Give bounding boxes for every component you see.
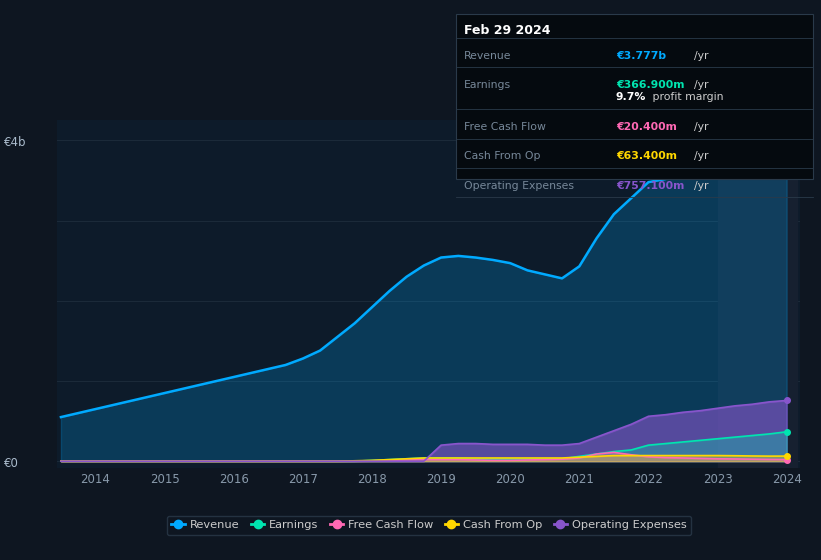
Text: /yr: /yr xyxy=(694,180,709,190)
Text: €366.900m: €366.900m xyxy=(616,80,684,90)
Text: €0: €0 xyxy=(4,456,19,470)
Text: €757.100m: €757.100m xyxy=(616,180,684,190)
Text: Revenue: Revenue xyxy=(464,51,511,60)
Text: /yr: /yr xyxy=(694,51,709,60)
Text: Earnings: Earnings xyxy=(464,80,511,90)
Text: €3.777b: €3.777b xyxy=(616,51,666,60)
Text: €63.400m: €63.400m xyxy=(616,151,677,161)
Legend: Revenue, Earnings, Free Cash Flow, Cash From Op, Operating Expenses: Revenue, Earnings, Free Cash Flow, Cash … xyxy=(167,516,691,535)
Text: /yr: /yr xyxy=(694,122,709,132)
Bar xyxy=(718,120,797,468)
Text: /yr: /yr xyxy=(694,80,709,90)
Text: €20.400m: €20.400m xyxy=(616,122,677,132)
Text: 9.7%: 9.7% xyxy=(616,92,646,102)
Text: Free Cash Flow: Free Cash Flow xyxy=(464,122,546,132)
Text: /yr: /yr xyxy=(694,151,709,161)
Text: Operating Expenses: Operating Expenses xyxy=(464,180,574,190)
Text: profit margin: profit margin xyxy=(649,92,723,102)
Text: Feb 29 2024: Feb 29 2024 xyxy=(464,24,550,37)
Text: Cash From Op: Cash From Op xyxy=(464,151,540,161)
Text: €4b: €4b xyxy=(4,136,26,149)
